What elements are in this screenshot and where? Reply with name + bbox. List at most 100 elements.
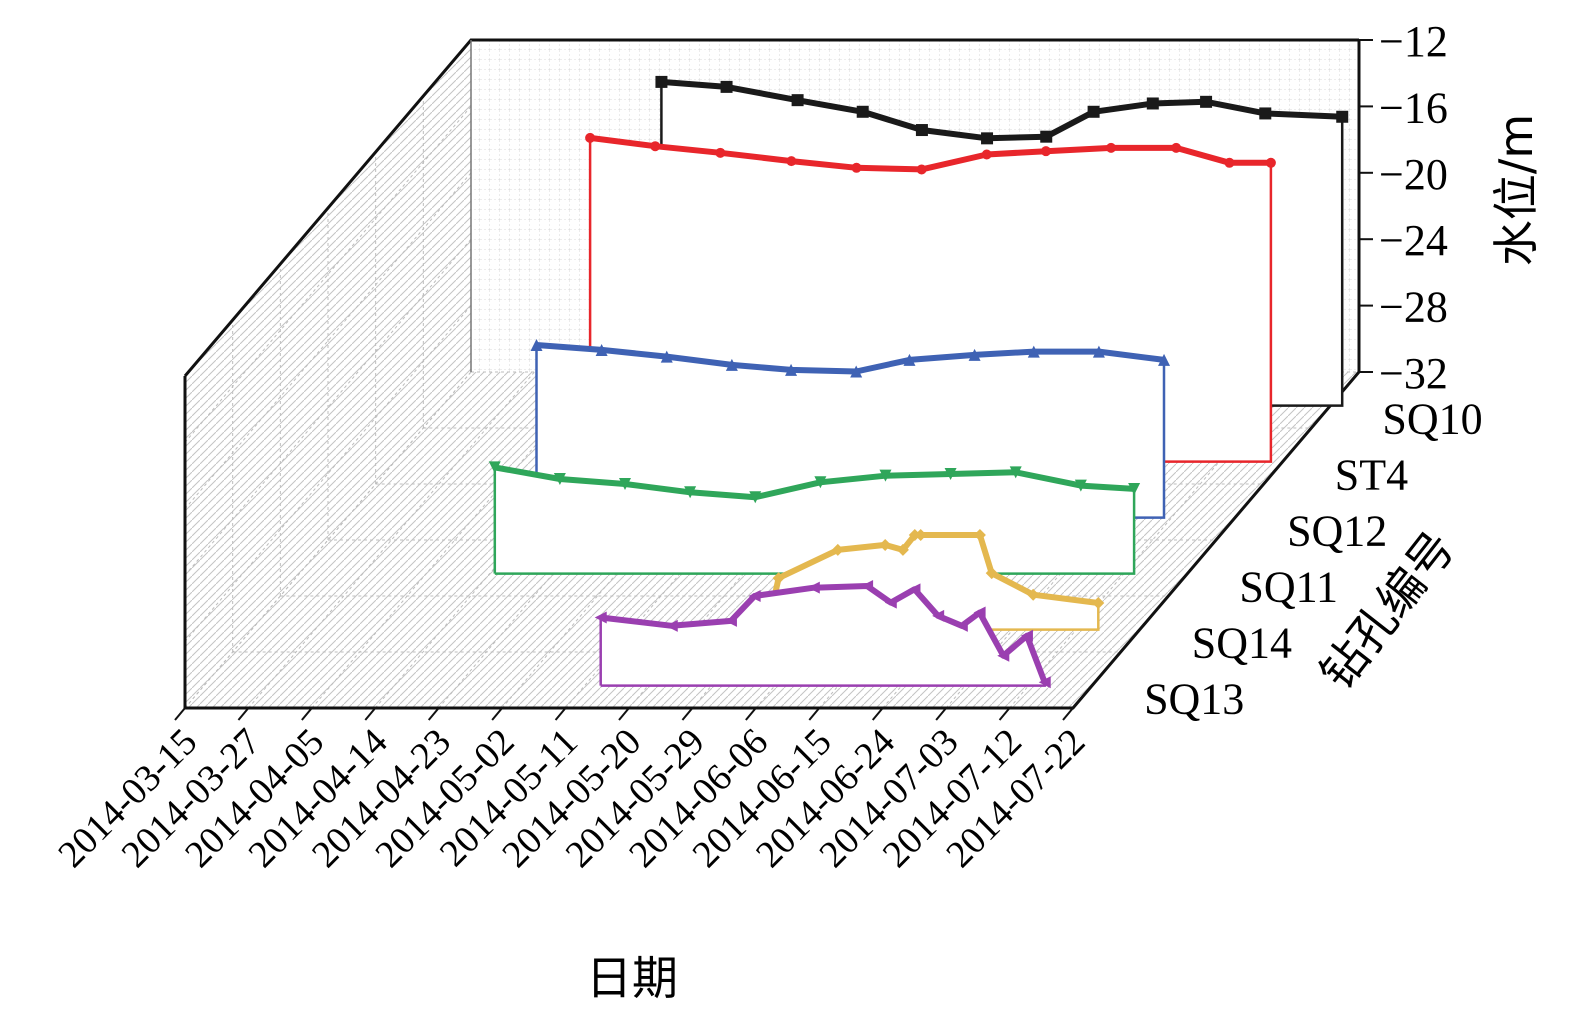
series-marker	[585, 132, 596, 143]
side-wall-gridline	[184, 238, 472, 576]
series-marker	[908, 583, 921, 596]
series-marker	[1027, 345, 1040, 358]
series-marker	[1040, 146, 1051, 157]
series-marker	[1259, 107, 1272, 120]
series-marker	[553, 472, 566, 485]
series-marker	[720, 80, 733, 93]
z-tick-label: SQ14	[1192, 619, 1292, 668]
series-marker	[748, 589, 761, 602]
series-marker	[650, 141, 661, 152]
series-line	[707, 532, 1099, 645]
series-marker	[861, 580, 874, 592]
series-marker	[724, 614, 737, 627]
series-marker	[1265, 157, 1276, 168]
x-tick-mark	[871, 707, 884, 721]
x-tick-mark	[1062, 707, 1074, 721]
side-wall-pane	[185, 40, 471, 708]
x-tick-mark	[491, 707, 503, 721]
series-marker	[1087, 105, 1100, 118]
x-tick-mark	[808, 707, 821, 721]
x-tick-mark	[301, 707, 313, 721]
series-marker	[1128, 482, 1141, 495]
series-marker	[807, 581, 820, 594]
z-tick-label: SQ13	[1144, 675, 1244, 724]
side-wall-gridline	[184, 305, 472, 642]
series-marker	[749, 491, 762, 504]
series-marker	[715, 147, 726, 158]
series-marker	[916, 164, 927, 175]
series-marker	[1146, 97, 1159, 110]
x-tick-mark	[618, 707, 630, 721]
series-marker	[1092, 597, 1105, 610]
series-drop-base	[494, 488, 1136, 575]
series-marker	[594, 611, 607, 624]
y-tick-label: −16	[1379, 83, 1448, 132]
series-marker	[1040, 130, 1053, 143]
series-marker	[896, 543, 909, 556]
y-axis-title: 水位/m	[1489, 114, 1543, 266]
series-marker	[1336, 110, 1349, 123]
series-marker	[660, 350, 673, 363]
series-marker	[884, 596, 897, 609]
x-tick-mark	[681, 707, 694, 721]
series-marker	[968, 348, 981, 361]
x-tick-mark	[427, 707, 440, 721]
series-layer	[488, 75, 1349, 689]
series-marker	[665, 619, 678, 632]
series-marker	[944, 468, 957, 480]
series-marker	[772, 572, 785, 585]
x-tick-mark	[364, 707, 377, 721]
z-tick-label: ST4	[1335, 451, 1408, 500]
series-marker	[985, 567, 998, 580]
series-marker	[1009, 466, 1022, 479]
floor-gridline	[248, 371, 535, 709]
series-sq13	[594, 580, 1051, 689]
series-marker	[786, 156, 797, 167]
series-marker	[1020, 629, 1033, 642]
series-marker	[856, 105, 869, 118]
y-tick-label: −20	[1379, 150, 1448, 199]
series-marker	[973, 606, 986, 619]
series-marker	[725, 358, 738, 371]
side-wall-gridline	[184, 172, 472, 510]
series-marker	[530, 338, 543, 351]
series-marker	[915, 124, 928, 137]
series-marker	[973, 528, 986, 541]
series-marker	[1106, 142, 1117, 153]
series-marker	[814, 476, 827, 489]
series-marker	[981, 149, 992, 160]
side-wall-gridline	[184, 371, 472, 709]
z-tick-label: SQ11	[1239, 563, 1338, 612]
x-axis-title: 日期	[586, 951, 678, 1005]
series-marker	[997, 649, 1010, 662]
series-marker	[1171, 142, 1182, 153]
series-marker	[1092, 345, 1105, 358]
series-marker	[619, 477, 631, 490]
series-marker	[879, 538, 892, 551]
series-marker	[851, 162, 862, 173]
series-marker	[1224, 157, 1235, 168]
series-line	[589, 134, 1271, 173]
series-fill	[600, 586, 1045, 686]
series-marker	[1200, 95, 1213, 108]
series-marker	[914, 528, 927, 541]
side-wall-gridline	[184, 106, 472, 443]
series-marker	[655, 75, 668, 88]
x-tick-mark	[237, 707, 250, 721]
series-marker	[932, 609, 945, 622]
y-tick-label: −28	[1379, 283, 1448, 332]
z-tick-label: SQ10	[1382, 395, 1482, 444]
x-tick-mark	[998, 707, 1011, 721]
series-marker	[684, 486, 697, 499]
series-marker	[1074, 479, 1087, 492]
series-marker	[903, 353, 916, 366]
series-marker	[955, 619, 968, 632]
series-marker	[981, 132, 994, 145]
series-marker	[488, 461, 501, 474]
series-marker	[879, 469, 892, 482]
z-tick-label: SQ12	[1287, 507, 1387, 556]
series-marker	[1027, 588, 1040, 601]
y-tick-label: −32	[1379, 349, 1448, 398]
y-tick-label: −12	[1379, 17, 1448, 66]
